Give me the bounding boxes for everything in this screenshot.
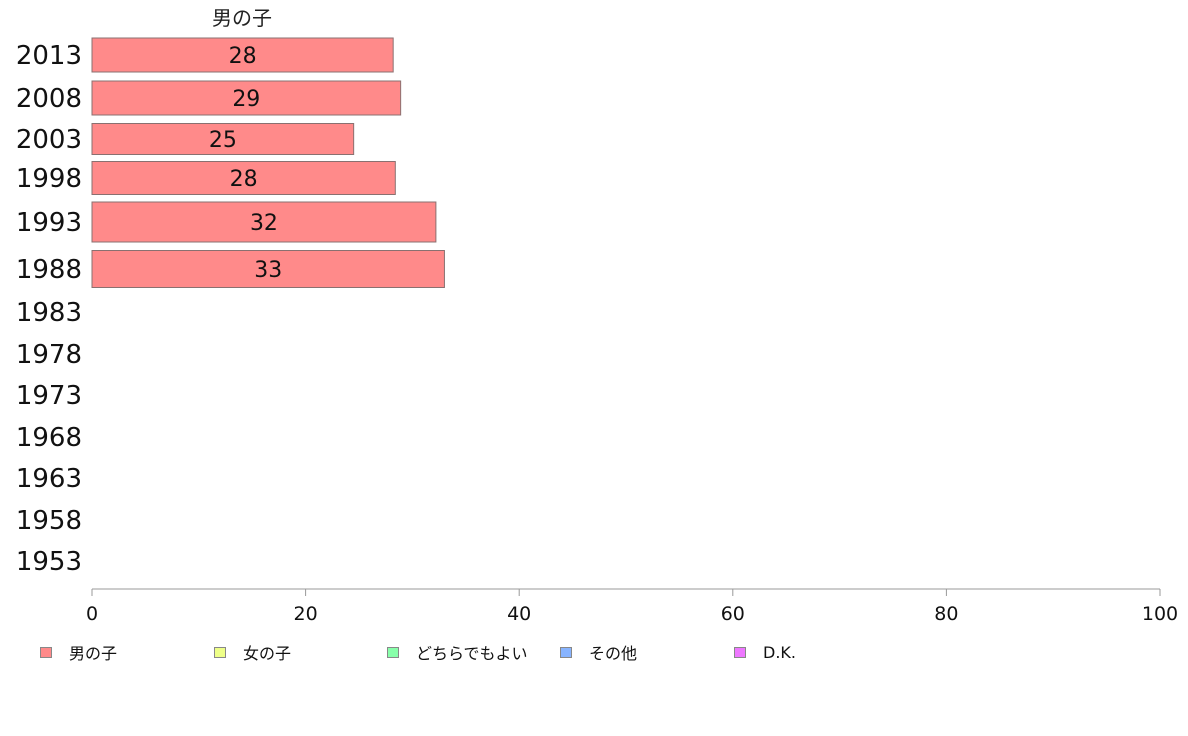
bar-value-label-1993: 32 <box>250 211 278 236</box>
legend-label: 女の子 <box>243 644 292 663</box>
legend-label: D.K. <box>763 642 796 662</box>
x-axis: 0 20 40 60 80 100 <box>86 588 1178 625</box>
bars: 28 29 25 28 32 33 <box>91 37 445 288</box>
legend-item-4: D.K. <box>734 641 796 663</box>
category-label-1963: 1963 <box>16 464 82 494</box>
bar-2008 <box>91 80 402 116</box>
legend-swatch <box>734 646 746 658</box>
legend-swatch <box>214 646 226 658</box>
bar-value-label-1988: 33 <box>254 258 282 283</box>
legend-label: どちらでもよい <box>416 644 528 663</box>
legend: 男の子 女の子 どちらでもよい その他 D.K. <box>0 641 1188 665</box>
category-label-1983: 1983 <box>16 298 82 328</box>
legend-swatch <box>40 646 52 658</box>
column-title: 男の子 <box>212 6 272 30</box>
x-tick-label-100: 100 <box>1142 603 1178 625</box>
category-label-2013: 2013 <box>16 41 82 71</box>
x-tick-label-60: 60 <box>721 603 745 625</box>
bar-2003 <box>91 123 355 155</box>
category-label-1993: 1993 <box>16 208 82 238</box>
category-label-1988: 1988 <box>16 255 82 285</box>
legend-item-0: 男の子 <box>40 641 117 663</box>
category-label-1973: 1973 <box>16 381 82 411</box>
category-label-2008: 2008 <box>16 84 82 114</box>
bar-1993 <box>91 201 437 243</box>
category-label-1998: 1998 <box>16 164 82 194</box>
bar-1988 <box>91 250 445 288</box>
x-tick-label-40: 40 <box>507 603 531 625</box>
legend-swatch <box>560 646 572 658</box>
category-label-1953: 1953 <box>16 547 82 577</box>
x-tick-label-0: 0 <box>86 603 98 625</box>
legend-item-2: どちらでもよい <box>387 641 528 663</box>
category-label-2003: 2003 <box>16 125 82 155</box>
category-labels: 2013 2008 2003 1998 1993 1988 1983 1978 1973 1968… <box>16 41 82 577</box>
category-label-1968: 1968 <box>16 423 82 453</box>
legend-swatch <box>387 646 399 658</box>
category-label-1958: 1958 <box>16 506 82 536</box>
x-tick-label-20: 20 <box>294 603 318 625</box>
legend-label: その他 <box>589 644 638 663</box>
legend-label: 男の子 <box>69 644 118 663</box>
bar-value-label-2003: 25 <box>209 128 237 153</box>
bar-1998 <box>91 161 396 195</box>
bar-value-label-2013: 28 <box>229 44 257 69</box>
x-tick-label-80: 80 <box>934 603 958 625</box>
bar-2013 <box>91 37 394 73</box>
bar-value-label-2008: 29 <box>232 87 260 112</box>
legend-item-1: 女の子 <box>214 641 291 663</box>
bar-value-label-1998: 28 <box>230 167 258 192</box>
category-label-1978: 1978 <box>16 340 82 370</box>
legend-item-3: その他 <box>560 641 637 663</box>
